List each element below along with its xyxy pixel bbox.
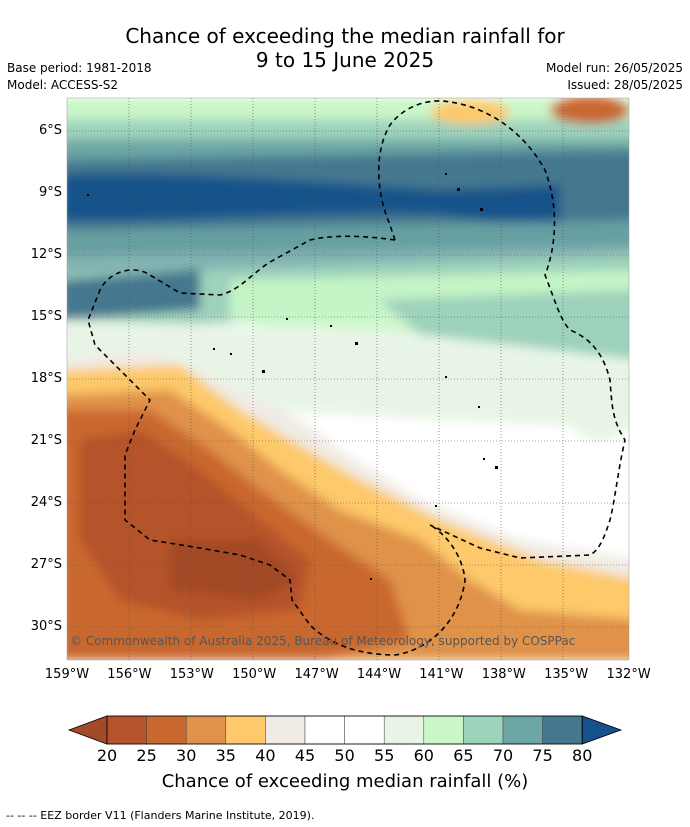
colorbar-tick: 20 — [96, 746, 118, 765]
model-name: Model: ACCESS-S2 — [7, 78, 119, 92]
colorbar-tick: 25 — [136, 746, 157, 765]
lon-label: 144°W — [356, 667, 402, 682]
title-line-1: Chance of exceeding the median rainfall … — [125, 24, 565, 48]
map-frame — [66, 97, 630, 661]
lon-label: 138°W — [481, 667, 526, 682]
colorbar-tick: 30 — [176, 746, 197, 765]
colorbar-swatch — [265, 715, 306, 745]
lat-label: 30°S — [30, 619, 62, 634]
colorbar-tick: 50 — [334, 746, 355, 765]
base-period: Base period: 1981-2018 — [7, 61, 152, 75]
colorbar-swatch — [502, 715, 543, 745]
colorbar — [67, 715, 623, 745]
lon-label: 147°W — [294, 667, 339, 682]
colorbar-extend-high — [581, 715, 623, 745]
lon-label: 156°W — [107, 667, 152, 682]
colorbar-tick: 75 — [532, 746, 553, 765]
lon-label: 159°W — [44, 667, 90, 682]
colorbar-swatch — [463, 715, 504, 745]
colorbar-swatch — [304, 715, 345, 745]
lon-label: 132°W — [606, 667, 651, 682]
colorbar-swatch — [383, 715, 425, 745]
colorbar-swatch — [185, 715, 227, 745]
title-line-2: 9 to 15 June 2025 — [255, 48, 435, 72]
lon-label: 141°W — [419, 667, 464, 682]
colorbar-extend-low — [67, 715, 108, 745]
eez-border — [87, 100, 626, 656]
colorbar-swatch — [542, 715, 583, 745]
meta-left: Base period: 1981-2018 Model: ACCESS-S2 — [7, 60, 152, 94]
colorbar-swatch — [423, 715, 464, 745]
lon-label: 153°W — [169, 667, 214, 682]
lat-label: 24°S — [30, 495, 62, 510]
colorbar-tick: 35 — [215, 746, 236, 765]
model-run: Model run: 26/05/2025 — [545, 61, 683, 75]
lat-label: 21°S — [30, 433, 62, 448]
colorbar-swatch — [344, 715, 385, 745]
lat-label: 18°S — [30, 371, 62, 386]
meta-right: Model run: 26/05/2025 Issued: 28/05/2025 — [546, 60, 683, 94]
lat-label: 9°S — [38, 185, 62, 200]
graticule — [67, 98, 629, 660]
islands — [87, 173, 498, 580]
copyright-notice: © Commonwealth of Australia 2025, Bureau… — [70, 634, 576, 648]
colorbar-tick: 80 — [572, 746, 593, 765]
colorbar-tick: 55 — [374, 746, 395, 765]
lon-label: 135°W — [544, 667, 589, 682]
colorbar-swatch — [225, 715, 266, 745]
lon-label: 150°W — [232, 667, 277, 682]
colorbar-tick: 45 — [294, 746, 316, 765]
lat-label: 6°S — [38, 123, 62, 138]
colorbar-swatch — [106, 715, 147, 745]
issued-date: Issued: 28/05/2025 — [567, 78, 683, 92]
colorbar-swatch — [146, 715, 187, 745]
lat-label: 12°S — [30, 247, 62, 262]
colorbar-tick: 40 — [255, 746, 276, 765]
lat-label: 27°S — [30, 557, 62, 572]
colorbar-tick: 70 — [492, 746, 514, 765]
probability-field — [67, 98, 629, 660]
lat-label: 15°S — [30, 309, 62, 324]
colorbar-tick: 60 — [413, 746, 434, 765]
eez-legend-note: -- -- -- EEZ border V11 (Flanders Marine… — [6, 809, 315, 822]
map-title: Chance of exceeding the median rainfall … — [0, 24, 690, 72]
colorbar-tick: 65 — [453, 746, 474, 765]
colorbar-title: Chance of exceeding median rainfall (%) — [161, 771, 529, 792]
colorbar-frame — [106, 715, 583, 745]
